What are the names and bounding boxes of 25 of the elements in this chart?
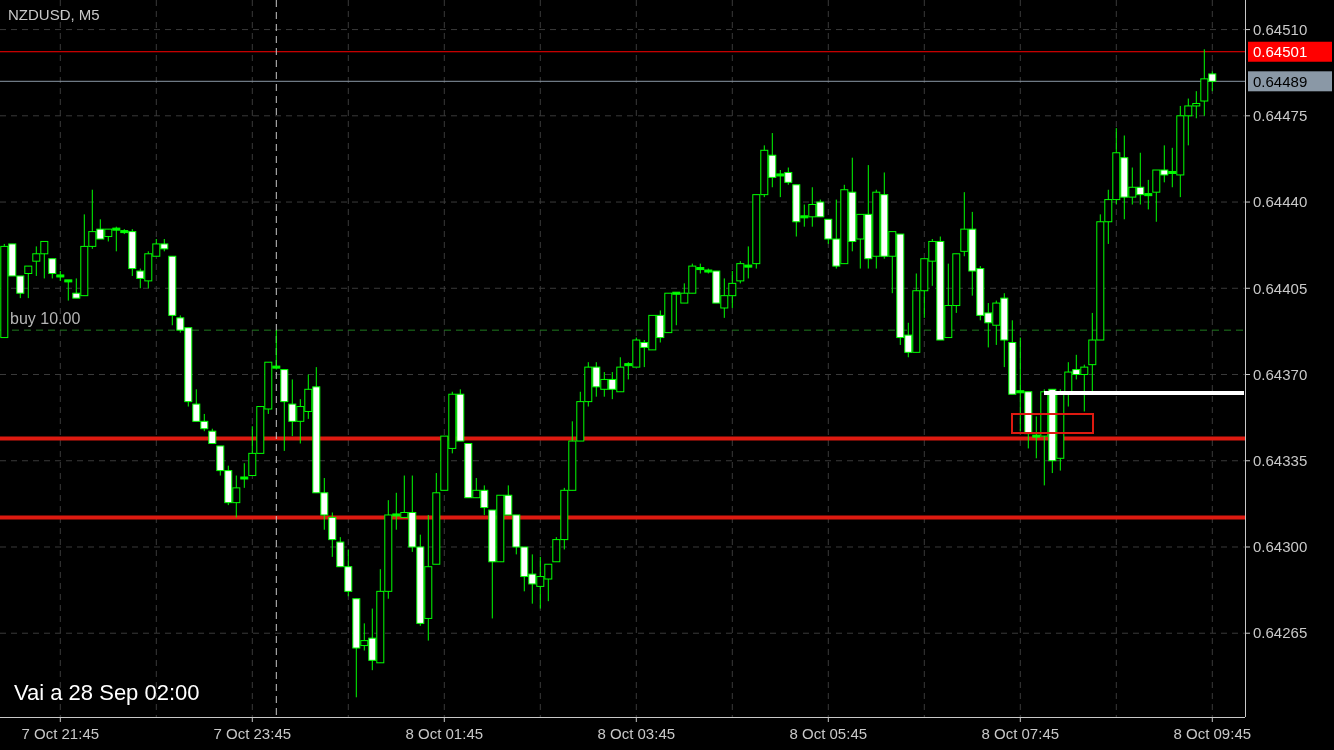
x-tick-label: 8 Oct 05:45	[789, 725, 868, 742]
x-tick-label: 8 Oct 07:45	[981, 725, 1060, 742]
y-tick-label: 0.64475	[1253, 107, 1308, 125]
y-tick-label: 0.64440	[1253, 193, 1308, 211]
ref-line-label: 0.64501	[1253, 42, 1308, 60]
ref-line-label: buy 10.00	[10, 310, 81, 328]
x-tick-label: 8 Oct 01:45	[405, 725, 484, 742]
y-tick-label: 0.64510	[1253, 20, 1308, 38]
y-tick-label: 0.64300	[1253, 538, 1308, 556]
annotation: Vai a 28 Sep 02:00	[14, 680, 200, 705]
x-tick-label: 7 Oct 21:45	[21, 725, 100, 742]
y-tick-label: 0.64370	[1253, 365, 1308, 383]
x-tick-label: 7 Oct 23:45	[213, 725, 292, 742]
candlestick	[328, 511, 337, 558]
chart-title: NZDUSD, M5	[8, 6, 100, 23]
y-tick-label: 0.64335	[1253, 452, 1308, 469]
candlestick	[24, 265, 33, 299]
ref-line-label: 0.64489	[1253, 72, 1308, 90]
x-tick-label: 8 Oct 03:45	[597, 725, 676, 742]
candlestick	[48, 258, 57, 279]
x-tick-label: 8 Oct 09:45	[1173, 725, 1252, 742]
candlestick	[240, 462, 249, 489]
y-tick-label: 0.64405	[1253, 279, 1308, 297]
candlestick	[64, 279, 73, 302]
y-tick-label: 0.64265	[1253, 624, 1308, 642]
